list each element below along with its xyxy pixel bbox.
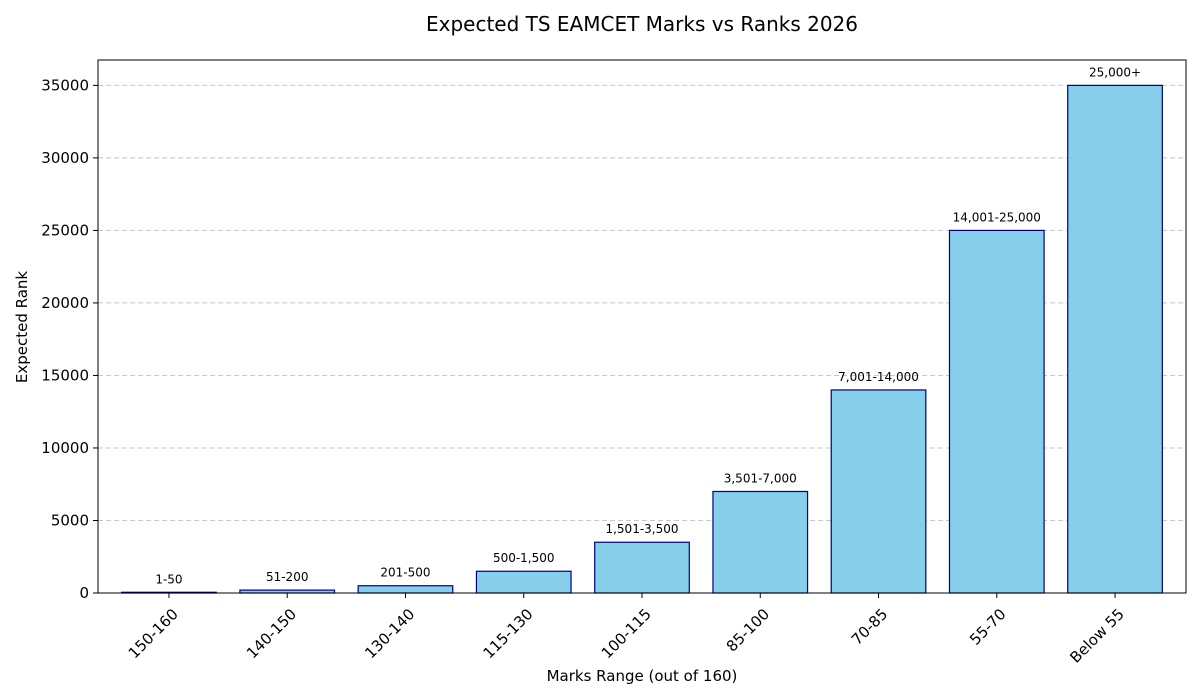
bar <box>475 570 572 594</box>
y-axis: 0 5000 10000 15000 20000 25000 30000 35000 <box>41 76 98 602</box>
bar-data-label: 51-200 <box>266 570 309 584</box>
x-tick-label: Below 55 <box>1066 605 1128 667</box>
y-tick-label: 10000 <box>41 439 89 457</box>
bar <box>594 541 690 594</box>
x-tick-label: 70-85 <box>848 605 892 649</box>
bar-data-label: 500-1,500 <box>493 551 555 565</box>
x-tick-label: 150-160 <box>125 605 182 662</box>
x-tick-label: 130-140 <box>361 605 418 662</box>
chart-title: Expected TS EAMCET Marks vs Ranks 2026 <box>426 12 858 36</box>
x-tick-label: 140-150 <box>243 605 300 662</box>
x-tick-label: 100-115 <box>598 605 655 662</box>
bar-data-label: 25,000+ <box>1089 65 1141 79</box>
y-tick-label: 5000 <box>51 511 89 529</box>
y-tick-label: 20000 <box>41 294 89 312</box>
bar-data-label: 1,501-3,500 <box>605 522 678 536</box>
bar-data-label: 201-500 <box>380 566 430 580</box>
y-tick-label: 0 <box>79 584 89 602</box>
y-tick-label: 30000 <box>41 149 89 167</box>
y-axis-label: Expected Rank <box>13 271 31 384</box>
bar-data-label: 7,001-14,000 <box>838 370 919 384</box>
bar <box>1067 84 1163 594</box>
data-labels: 1-50 51-200 201-500 500-1,500 1,501-3,500 3,5… <box>155 65 1141 586</box>
bar <box>357 585 454 594</box>
y-tick-label: 15000 <box>41 366 89 384</box>
y-tick-label: 35000 <box>41 76 89 94</box>
bar <box>830 389 927 594</box>
x-tick-label: 85-100 <box>723 605 773 655</box>
bar-data-label: 3,501-7,000 <box>724 471 797 485</box>
x-tick-label: 115-130 <box>480 605 537 662</box>
bar-data-label: 14,001-25,000 <box>953 210 1041 224</box>
bar-data-label: 1-50 <box>155 572 182 586</box>
y-tick-label: 25000 <box>41 221 89 239</box>
bar <box>712 490 809 594</box>
bar <box>948 229 1045 594</box>
bars <box>121 84 1163 594</box>
x-axis: 150-160 140-150 130-140 115-130 100-115 85-10… <box>125 593 1128 667</box>
x-axis-label: Marks Range (out of 160) <box>547 667 738 685</box>
x-tick-label: 55-70 <box>966 605 1010 649</box>
